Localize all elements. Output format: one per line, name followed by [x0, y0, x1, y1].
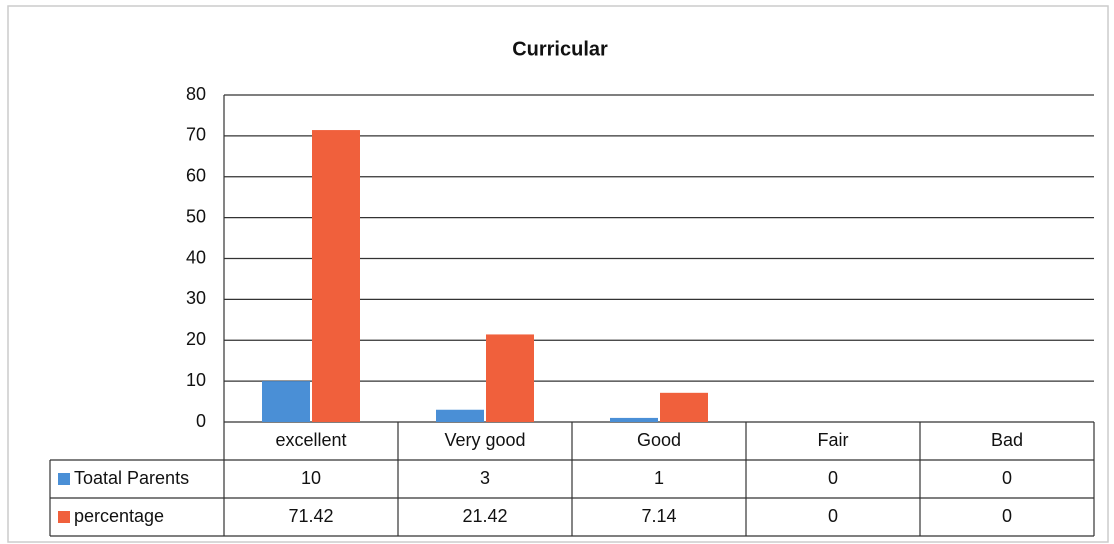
chart-title: Curricular	[512, 38, 608, 60]
legend-label: percentage	[74, 506, 164, 526]
y-tick-label: 60	[186, 166, 206, 186]
bar	[486, 334, 534, 422]
x-tick-label: Good	[637, 430, 681, 450]
y-tick-label: 50	[186, 206, 206, 226]
legend-swatch	[58, 511, 70, 523]
x-tick-label: Bad	[991, 430, 1023, 450]
legend-label: Toatal Parents	[74, 468, 189, 488]
y-tick-label: 40	[186, 247, 206, 267]
table-cell: 0	[828, 506, 838, 526]
table-cell: 0	[828, 468, 838, 488]
bar	[610, 417, 658, 422]
bar	[262, 381, 310, 422]
bar	[436, 409, 484, 422]
table-cell: 10	[301, 468, 321, 488]
table-cell: 0	[1002, 468, 1012, 488]
table-cell: 1	[654, 468, 664, 488]
x-tick-label: excellent	[275, 430, 346, 450]
table-cell: 21.42	[462, 506, 507, 526]
table-cell: 3	[480, 468, 490, 488]
chart-border	[7, 5, 1109, 543]
y-tick-label: 30	[186, 288, 206, 308]
table-cell: 0	[1002, 506, 1012, 526]
bar	[660, 392, 708, 422]
legend-swatch	[58, 473, 70, 485]
y-tick-label: 0	[196, 411, 206, 431]
table-cell: 71.42	[288, 506, 333, 526]
x-tick-label: Very good	[444, 430, 525, 450]
y-tick-label: 20	[186, 329, 206, 349]
bar	[312, 130, 360, 423]
y-tick-label: 80	[186, 84, 206, 104]
y-tick-label: 70	[186, 125, 206, 145]
table-cell: 7.14	[641, 506, 676, 526]
y-tick-label: 10	[186, 370, 206, 390]
x-tick-label: Fair	[818, 430, 849, 450]
